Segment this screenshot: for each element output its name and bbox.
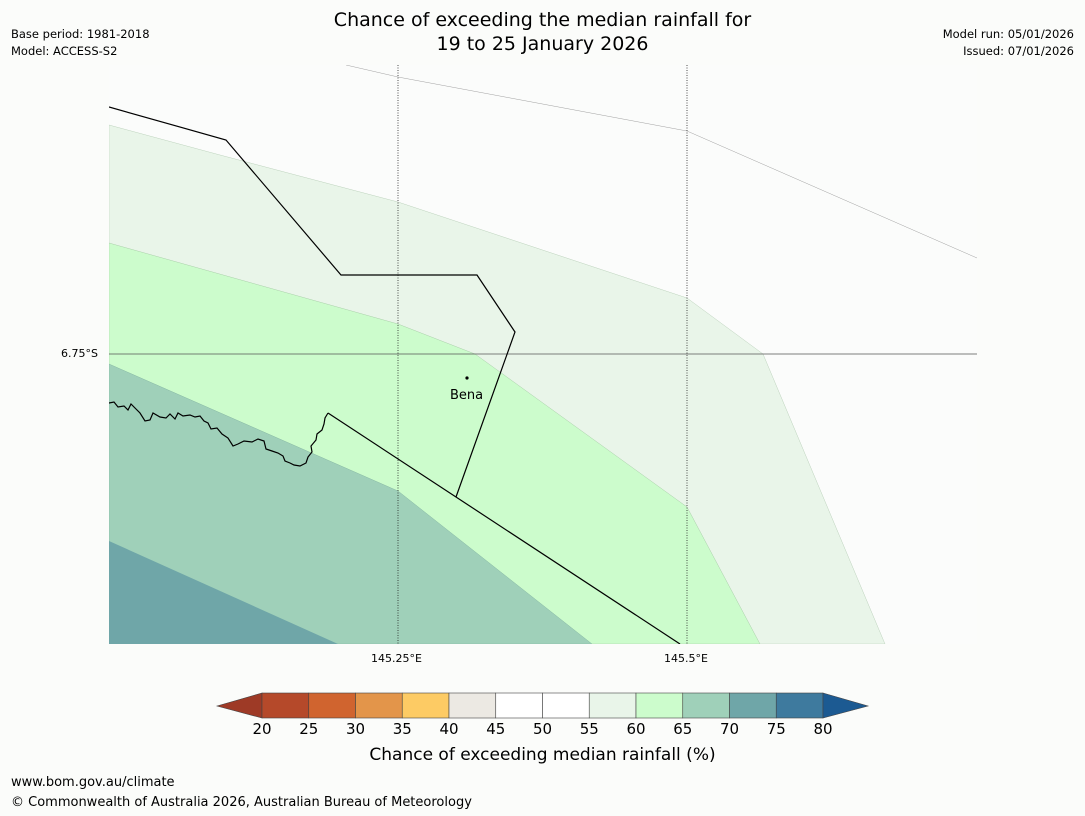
colorbar-cell-30-35 [355, 692, 403, 719]
colorbar-low-extend [215, 692, 263, 719]
colorbar-tick-25: 25 [299, 720, 319, 738]
bena-marker [465, 376, 469, 380]
probability-fields [109, 65, 977, 644]
model-name: Model: ACCESS-S2 [11, 44, 118, 58]
footer-url[interactable]: www.bom.gov.au/climate [11, 775, 175, 790]
colorbar-cell-35-40 [401, 692, 450, 719]
model-run: Model run: 05/01/2026 [942, 27, 1074, 41]
footer-copyright: © Commonwealth of Australia 2026, Austra… [11, 795, 472, 810]
colorbar-tick-30: 30 [345, 720, 366, 738]
field-65-70 [109, 363, 593, 644]
colorbar-cell-45-50 [495, 692, 543, 719]
lat-label: 6.75°S [61, 347, 98, 360]
river-line [109, 401, 329, 467]
colorbar [215, 692, 870, 719]
colorbar-tick-35: 35 [392, 720, 412, 738]
borders [109, 106, 681, 644]
model-info: Base period: 1981-2018 Model: ACCESS-S2 [11, 26, 150, 60]
colorbar-tick-75: 75 [766, 720, 786, 738]
lon-label-145-25: 145.25°E [371, 652, 422, 665]
colorbar-cell-55-60 [588, 692, 637, 719]
colorbar-cell-60-65 [635, 692, 684, 719]
lon-label-145-5: 145.5°E [664, 652, 708, 665]
colorbar-high-extend [822, 692, 870, 719]
colorbar-cell-50-55 [542, 692, 590, 719]
issued-date: Issued: 07/01/2026 [963, 44, 1074, 58]
colorbar-cell-25-30 [308, 692, 356, 719]
colorbar-tick-45: 45 [486, 720, 506, 738]
colorbar-tick-80: 80 [813, 720, 833, 738]
colorbar-tick-20: 20 [252, 720, 272, 738]
colorbar-tick-40: 40 [439, 720, 459, 738]
province-boundary [109, 106, 516, 498]
colorbar-cell-40-45 [448, 692, 497, 719]
colorbar-cell-20-25 [261, 692, 310, 719]
title-line-1: Chance of exceeding the median rainfall … [333, 9, 752, 31]
colorbar-cell-70-75 [729, 692, 777, 719]
colorbar-cell-65-70 [682, 692, 730, 719]
colorbar-tick-60: 60 [626, 720, 646, 738]
colorbar-tick-70: 70 [719, 720, 740, 738]
title-line-2: 19 to 25 January 2026 [436, 33, 649, 55]
colorbar-tick-55: 55 [579, 720, 599, 738]
base-period: Base period: 1981-2018 [11, 27, 150, 41]
run-info: Model run: 05/01/2026 Issued: 07/01/2026 [943, 26, 1074, 60]
field-70-75 [109, 541, 338, 644]
colorbar-tick-50: 50 [532, 720, 553, 738]
colorbar-label: Chance of exceeding median rainfall (%) [369, 745, 716, 765]
faint-boundary [345, 65, 977, 259]
colorbar-cell-75-80 [775, 692, 824, 719]
colorbar-tick-65: 65 [673, 720, 693, 738]
district-boundary [327, 412, 681, 644]
place-label-bena: Bena [450, 388, 484, 403]
map-title: Chance of exceeding the median rainfall … [0, 8, 1085, 56]
